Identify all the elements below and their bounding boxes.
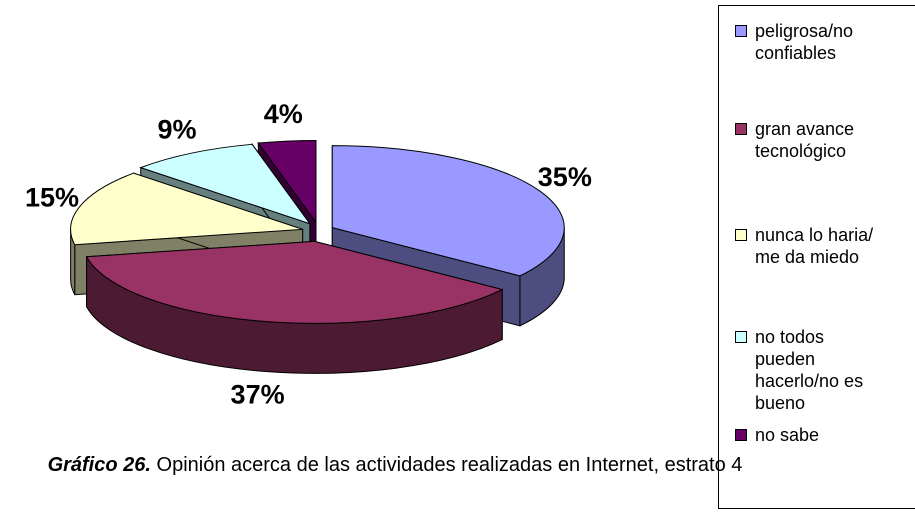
legend-swatch xyxy=(735,123,747,135)
legend-label: no todos pueden hacerlo/no es bueno xyxy=(755,327,864,413)
caption: Gráfico 26. Opinión acerca de las activi… xyxy=(0,452,790,479)
legend-swatch xyxy=(735,429,747,441)
data-label: 4% xyxy=(264,99,303,129)
legend-swatch xyxy=(735,331,747,343)
slice xyxy=(70,172,303,246)
slice xyxy=(139,143,312,225)
caption-label: Gráfico 26. xyxy=(47,454,151,476)
slice-group xyxy=(85,240,504,374)
slice xyxy=(331,145,565,277)
legend-label: nunca lo haria/ me da miedo xyxy=(755,225,874,267)
data-label: 37% xyxy=(231,379,285,409)
caption-text: Opinión acerca de las actividades realiz… xyxy=(156,454,743,476)
legend-swatch xyxy=(735,25,747,37)
legend-label: peligrosa/no confiables xyxy=(755,21,854,63)
legend-swatch xyxy=(735,229,747,241)
legend-label: gran avance tecnológico xyxy=(755,119,855,161)
data-label: 15% xyxy=(25,182,79,212)
slice xyxy=(85,240,504,324)
data-label: 9% xyxy=(157,114,196,144)
slice xyxy=(257,139,317,225)
data-label: 35% xyxy=(538,162,592,192)
legend-label: no sabe xyxy=(755,425,820,445)
legend: peligrosa/no confiables gran avance tecno… xyxy=(718,5,915,509)
